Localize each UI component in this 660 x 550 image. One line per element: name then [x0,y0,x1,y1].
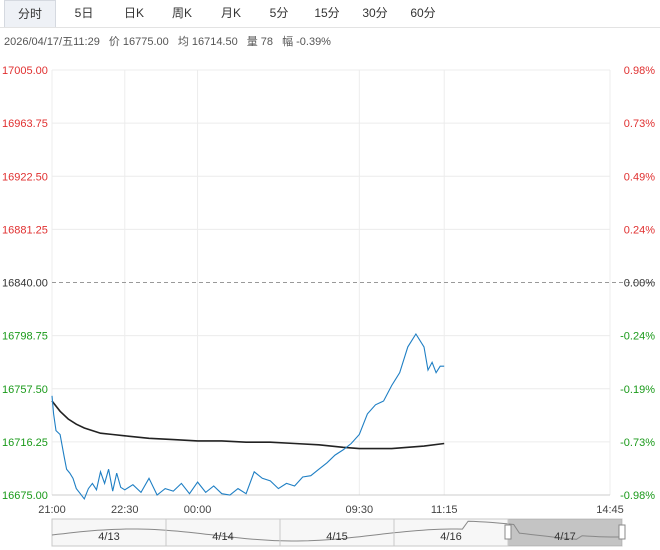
time-tick-label: 21:00 [38,504,66,516]
percent-axis-labels: 0.98% 0.73% 0.49% 0.24% 0.00% -0.24% -0.19% -0.… [620,65,655,502]
percent-tick-label: 0.24% [624,224,655,236]
tab-monthly-k[interactable]: 月K [220,6,241,20]
price-tick-label: 16757.50 [2,384,48,396]
time-tick-label: 11:15 [431,504,458,516]
quote-chg-label: 幅 [282,36,294,48]
quote-avg: 16714.50 [191,36,238,48]
tab-weekly-k[interactable]: 周K [171,6,192,20]
average-price-line [51,400,445,450]
tab-daily-k[interactable]: 日K [123,6,144,20]
time-axis-labels: 21:00 22:30 00:00 09:30 11:15 14:45 [38,504,624,516]
navigator-date-label: 4/17 [554,531,575,543]
quote-datetime: 2026/04/17/五11:29 [4,36,100,48]
price-tick-label: 16716.25 [2,437,48,449]
quote-chg: -0.39% [296,36,331,48]
navigator-date-label: 4/13 [98,531,119,543]
percent-tick-label: 0.73% [624,118,655,130]
price-tick-label: 16675.00 [2,490,48,502]
price-tick-label: 16798.75 [2,331,48,343]
navigator-left-handle [504,524,512,540]
quote-price: 16775.00 [122,36,169,48]
tab-15min[interactable]: 15分 [314,6,340,20]
price-tick-label: 16922.50 [2,171,48,183]
quote-price-label: 价 [108,36,120,48]
percent-tick-label: -0.24% [620,331,655,343]
time-tick-label: 09:30 [346,504,374,516]
navigator-date-label: 4/14 [212,531,233,543]
navigator-right-handle [618,524,626,540]
price-axis-labels: 17005.00 16963.75 16922.50 16881.25 16840.00… [2,65,48,502]
quote-vol-label: 量 [246,36,258,48]
percent-tick-label: -0.73% [620,437,655,449]
tab-30min[interactable]: 30分 [362,6,388,20]
percent-tick-label: -0.98% [620,490,655,502]
chart-grid [51,69,611,496]
price-tick-label: 17005.00 [2,65,48,77]
price-line [51,332,445,501]
percent-tick-label: 0.00% [624,278,655,290]
price-tick-label: 16963.75 [2,118,48,130]
navigator-mini-line [51,520,622,542]
percent-tick-label: -0.19% [620,384,655,396]
time-tick-label: 22:30 [111,504,139,516]
chart-tab-bar: 分时 5日 日K 周K 月K 5分 15分 30分 60分 [0,0,660,28]
navigator-date-label: 4/16 [440,531,461,543]
price-tick-label: 16840.00 [2,278,48,290]
tab-60min[interactable]: 60分 [410,6,436,20]
percent-tick-label: 0.98% [624,65,655,77]
navigator-selection [508,519,622,546]
tab-5min[interactable]: 5分 [269,6,289,20]
time-tick-label: 14:45 [596,504,624,516]
navigator-date-label: 4/15 [326,531,347,543]
percent-tick-label: 0.49% [624,171,655,183]
time-tick-label: 00:00 [184,504,212,516]
quote-avg-label: 均 [177,36,189,48]
price-tick-label: 16881.25 [2,224,48,236]
date-navigator[interactable]: 4/13 4/14 4/15 4/16 4/17 [51,518,626,547]
tab-intraday[interactable]: 分时 [4,0,56,27]
tab-5day[interactable]: 5日 [74,6,94,20]
quote-vol: 78 [260,36,274,48]
